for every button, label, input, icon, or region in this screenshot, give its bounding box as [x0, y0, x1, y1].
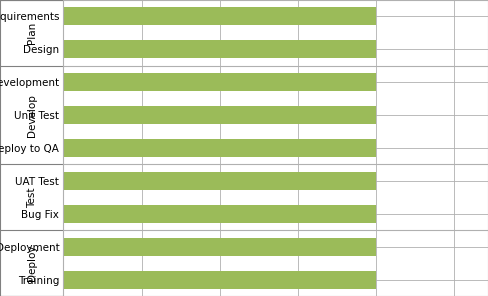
Bar [63, 238, 376, 256]
Bar [63, 73, 376, 91]
Bar [63, 139, 376, 157]
Bar [63, 172, 376, 190]
Bar [63, 271, 376, 289]
Bar [63, 106, 376, 124]
Text: Deploy: Deploy [27, 245, 37, 281]
Bar [63, 271, 376, 289]
Bar [63, 238, 376, 256]
Bar [63, 40, 376, 58]
Bar [63, 73, 376, 91]
Bar [63, 172, 376, 190]
Bar [63, 7, 376, 25]
Bar [63, 139, 376, 157]
Bar [63, 106, 376, 124]
Text: Test: Test [27, 187, 37, 207]
Bar [63, 205, 376, 223]
Bar [63, 205, 376, 223]
Bar [63, 7, 376, 25]
Text: Plan: Plan [27, 22, 37, 44]
Text: Develop: Develop [27, 94, 37, 136]
Bar [63, 40, 376, 58]
